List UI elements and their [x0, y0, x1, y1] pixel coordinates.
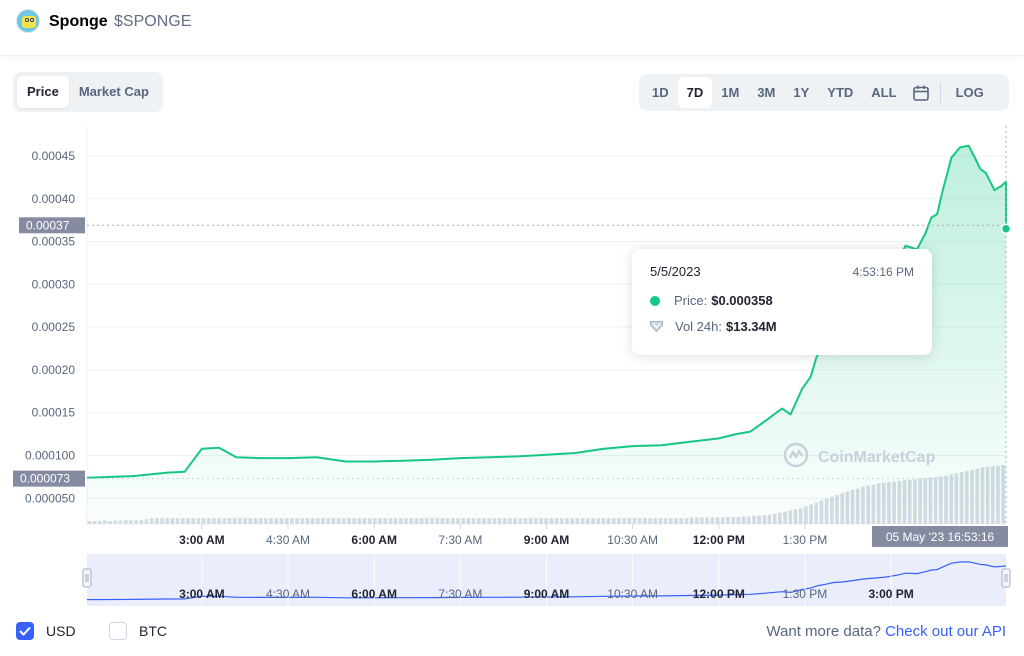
navigator-tick-label: 6:00 AM	[351, 587, 397, 601]
y-tick-label: 0.00045	[32, 149, 76, 163]
tab-price[interactable]: Price	[17, 76, 69, 108]
current-price-label-box	[19, 217, 85, 234]
navigator-series-line	[86, 561, 1007, 601]
range-ytd-button[interactable]: YTD	[827, 85, 854, 100]
price-area-fill	[87, 145, 1006, 524]
tooltip-volume-label: Vol 24h:	[675, 319, 722, 334]
start-price-label: 0.000073	[20, 472, 70, 486]
sponge-logo-icon	[16, 9, 40, 33]
y-tick-label: 0.00025	[32, 320, 76, 334]
x-tick-label: 9:00 AM	[524, 533, 570, 547]
usd-checkbox[interactable]: USD	[16, 622, 76, 640]
x-tick-label: 6:00 AM	[351, 533, 397, 547]
navigator-tick-label: 1:30 PM	[783, 587, 828, 601]
tooltip-price-label: Price:	[674, 293, 708, 308]
range-7d-button[interactable]: 7D	[677, 77, 713, 108]
navigator-tick-label: 3:00 PM	[868, 587, 913, 601]
btc-checkbox[interactable]: BTC	[109, 622, 167, 640]
divider	[939, 82, 941, 103]
tooltip-time: 4:53:16 PM	[852, 265, 914, 279]
x-tick-label: 1:30 PM	[783, 533, 828, 547]
tooltip-price-value: $0.000358	[711, 293, 773, 308]
current-price-label: 0.00037	[26, 218, 70, 232]
checkbox-unchecked-icon[interactable]	[109, 622, 127, 640]
end-point-marker	[1000, 223, 1012, 234]
range-1y-button[interactable]: 1Y	[793, 85, 810, 100]
navigator-right-handle[interactable]	[1001, 568, 1011, 588]
calendar-icon[interactable]	[906, 77, 936, 108]
tooltip-date: 5/5/2023	[650, 264, 701, 279]
chart-type-tabs: Price Market Cap	[13, 72, 163, 112]
tab-market-cap[interactable]: Market Cap	[78, 84, 149, 99]
range-1m-button[interactable]: 1M	[721, 85, 740, 100]
checkbox-checked-icon[interactable]	[16, 622, 34, 640]
y-tick-label: 0.00035	[32, 235, 76, 249]
navigator-tick-label: 3:00 AM	[179, 587, 225, 601]
btc-label: BTC	[139, 623, 167, 639]
coin-header: Sponge $SPONGE	[0, 0, 1024, 56]
crosshair-time-label: 05 May '23 16:53:16	[886, 530, 995, 544]
more-data-text: Want more data? Check out our API	[766, 623, 1006, 640]
y-tick-label: 0.00040	[32, 192, 76, 206]
x-tick-label: 7:30 AM	[438, 533, 482, 547]
coin-symbol: $SPONGE	[114, 13, 192, 30]
coinmarketcap-watermark: CoinMarketCap	[818, 449, 936, 466]
navigator-left-handle[interactable]	[82, 568, 92, 588]
price-tooltip: 5/5/2023 4:53:16 PM Price: $0.000358 Vol…	[632, 249, 932, 355]
api-link[interactable]: Check out our API	[885, 623, 1006, 640]
tooltip-volume-value: $13.34M	[726, 319, 777, 334]
range-all-button[interactable]: ALL	[871, 85, 897, 100]
y-tick-label: 0.00015	[32, 406, 76, 420]
volume-icon	[650, 321, 663, 332]
range-3m-button[interactable]: 3M	[757, 85, 776, 100]
y-tick-label: 0.000050	[25, 491, 75, 505]
x-tick-label: 12:00 PM	[693, 533, 745, 547]
x-tick-label: 3:00 AM	[179, 533, 225, 547]
tooltip-volume-row: Vol 24h: $13.34M	[650, 319, 777, 334]
navigator-tick-label: 4:30 AM	[266, 587, 310, 601]
price-line	[86, 144, 1007, 479]
y-tick-label: 0.000100	[25, 449, 75, 463]
usd-label: USD	[46, 623, 76, 639]
tooltip-price-row: Price: $0.000358	[650, 293, 773, 308]
x-tick-label: 10:30 AM	[607, 533, 658, 547]
more-data-label: Want more data?	[766, 623, 881, 640]
start-price-label-box	[13, 470, 85, 487]
coinmarketcap-watermark-icon	[783, 442, 809, 468]
navigator-tick-label: 9:00 AM	[524, 587, 570, 601]
coin-name: Sponge	[49, 13, 108, 30]
range-1d-button[interactable]: 1D	[652, 85, 669, 100]
time-range-selector: 1D 7D 1M 3M 1Y YTD ALL LOG	[639, 74, 1009, 111]
log-scale-button[interactable]: LOG	[955, 85, 984, 100]
y-tick-label: 0.00020	[32, 363, 76, 377]
navigator-tick-label: 10:30 AM	[607, 587, 658, 601]
price-dot-icon	[650, 295, 660, 306]
y-tick-label: 0.00030	[32, 277, 76, 291]
x-tick-label: 4:30 AM	[266, 533, 310, 547]
crosshair-time-box	[872, 526, 1008, 547]
navigator-tick-label: 7:30 AM	[438, 587, 482, 601]
navigator-tick-label: 12:00 PM	[693, 587, 745, 601]
